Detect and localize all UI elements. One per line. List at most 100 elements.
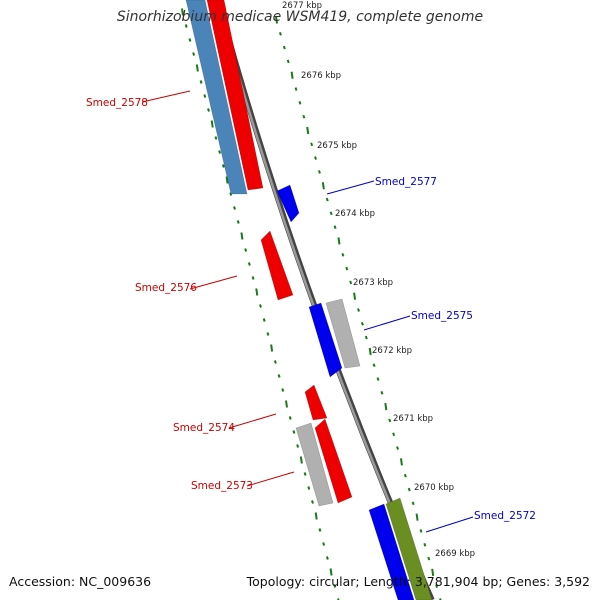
- gene-label: Smed_2578: [86, 97, 148, 109]
- outer-tick: [329, 568, 333, 576]
- inner-tick: [384, 403, 388, 411]
- outer-tick: [251, 276, 255, 280]
- gene-feature: [308, 302, 343, 378]
- inner-tick: [396, 446, 399, 450]
- inner-tick: [282, 45, 286, 50]
- gene-leader-line: [326, 180, 375, 195]
- gene-feature: [276, 184, 300, 223]
- inner-tick: [298, 101, 302, 105]
- gene-feature: [385, 497, 433, 600]
- tick-label: 2671 kbp: [393, 414, 433, 424]
- outer-tick: [285, 400, 288, 408]
- outer-tick: [210, 120, 214, 128]
- outer-tick: [333, 584, 337, 588]
- inner-tick: [341, 252, 345, 257]
- outer-tick: [318, 528, 322, 532]
- outer-tick: [303, 472, 307, 476]
- gene-leader-line: [425, 516, 474, 533]
- inner-tick: [345, 266, 349, 271]
- tick-label: 2675 kbp: [317, 141, 357, 151]
- outer-tick: [259, 304, 262, 308]
- outer-tick: [240, 232, 244, 240]
- outer-tick: [288, 416, 292, 420]
- outer-tick: [311, 500, 314, 504]
- outer-tick: [207, 108, 210, 112]
- inner-tick: [349, 280, 353, 285]
- inner-tick: [419, 529, 423, 533]
- inner-tick: [415, 513, 419, 521]
- gene-leader-line: [363, 315, 411, 331]
- inner-tick: [392, 432, 396, 437]
- inner-tick: [364, 335, 368, 340]
- inner-tick: [431, 568, 435, 577]
- inner-tick: [353, 292, 357, 300]
- inner-tick: [325, 197, 329, 202]
- outer-tick: [192, 52, 196, 56]
- outer-tick: [277, 374, 281, 378]
- outer-tick: [322, 542, 326, 546]
- outer-tick: [325, 556, 329, 560]
- gene-feature: [260, 230, 294, 301]
- outer-tick: [214, 136, 218, 140]
- inner-tick: [294, 87, 298, 91]
- gene-leader-line: [189, 275, 238, 290]
- outer-tick: [314, 512, 318, 520]
- inner-tick: [388, 418, 392, 423]
- tick-label: 2670 kbp: [414, 483, 454, 493]
- inner-tick: [321, 182, 325, 190]
- outer-tick: [299, 456, 303, 464]
- genome-summary-text: Topology: circular; Length: 3,781,904 bp…: [246, 574, 590, 589]
- inner-tick: [407, 487, 411, 492]
- gene-leader-line: [246, 471, 295, 487]
- gene-label: Smed_2572: [474, 510, 536, 522]
- gene-leader-line: [141, 90, 191, 103]
- inner-tick: [329, 211, 333, 216]
- inner-tick: [310, 142, 314, 147]
- gene-feature: [185, 0, 248, 195]
- outer-tick: [273, 360, 277, 364]
- outer-tick: [307, 486, 311, 490]
- gene-label: Smed_2573: [191, 480, 253, 492]
- inner-tick: [411, 501, 415, 506]
- outer-tick: [236, 220, 240, 224]
- outer-tick: [292, 430, 296, 434]
- accession-text: Accession: NC_009636: [9, 574, 152, 589]
- tick-marks: [181, 8, 442, 600]
- gene-features: [185, 0, 433, 600]
- outer-tick: [296, 444, 300, 448]
- inner-tick: [286, 59, 290, 64]
- tick-label: 2672 kbp: [372, 346, 412, 356]
- map-title: Sinorhizobium medicae WSM419, complete g…: [116, 9, 484, 25]
- gene-leader-line: [228, 413, 277, 429]
- inner-tick: [275, 16, 278, 24]
- inner-tick: [372, 363, 376, 368]
- outer-tick: [281, 388, 285, 392]
- inner-tick: [380, 391, 384, 395]
- inner-tick: [360, 321, 364, 326]
- outer-tick: [229, 192, 233, 196]
- tick-label: 2677 kbp: [282, 1, 322, 11]
- gene-feature: [295, 422, 334, 507]
- outer-tick: [218, 150, 222, 154]
- inner-tick: [423, 542, 427, 547]
- labels: 2677 kbp 2676 kbp 2675 kbp 2674 kbp 2673 kbp…: [86, 1, 536, 559]
- inner-tick: [427, 556, 431, 561]
- outer-tick: [181, 8, 184, 16]
- tick-label: 2669 kbp: [435, 549, 475, 559]
- outer-tick: [247, 262, 251, 266]
- outer-tick: [244, 248, 248, 252]
- outer-tick: [233, 206, 236, 210]
- outer-tick: [266, 332, 270, 336]
- inner-tick: [357, 308, 360, 312]
- inner-tick: [278, 31, 282, 36]
- inner-tick: [302, 114, 306, 119]
- gene-feature: [368, 503, 415, 600]
- outer-tick: [188, 38, 192, 42]
- outer-tick: [262, 318, 266, 322]
- outer-tick: [255, 288, 259, 296]
- inner-tick: [403, 473, 407, 478]
- inner-tick: [290, 71, 294, 79]
- inner-tick: [314, 156, 317, 160]
- inner-tick: [333, 225, 337, 229]
